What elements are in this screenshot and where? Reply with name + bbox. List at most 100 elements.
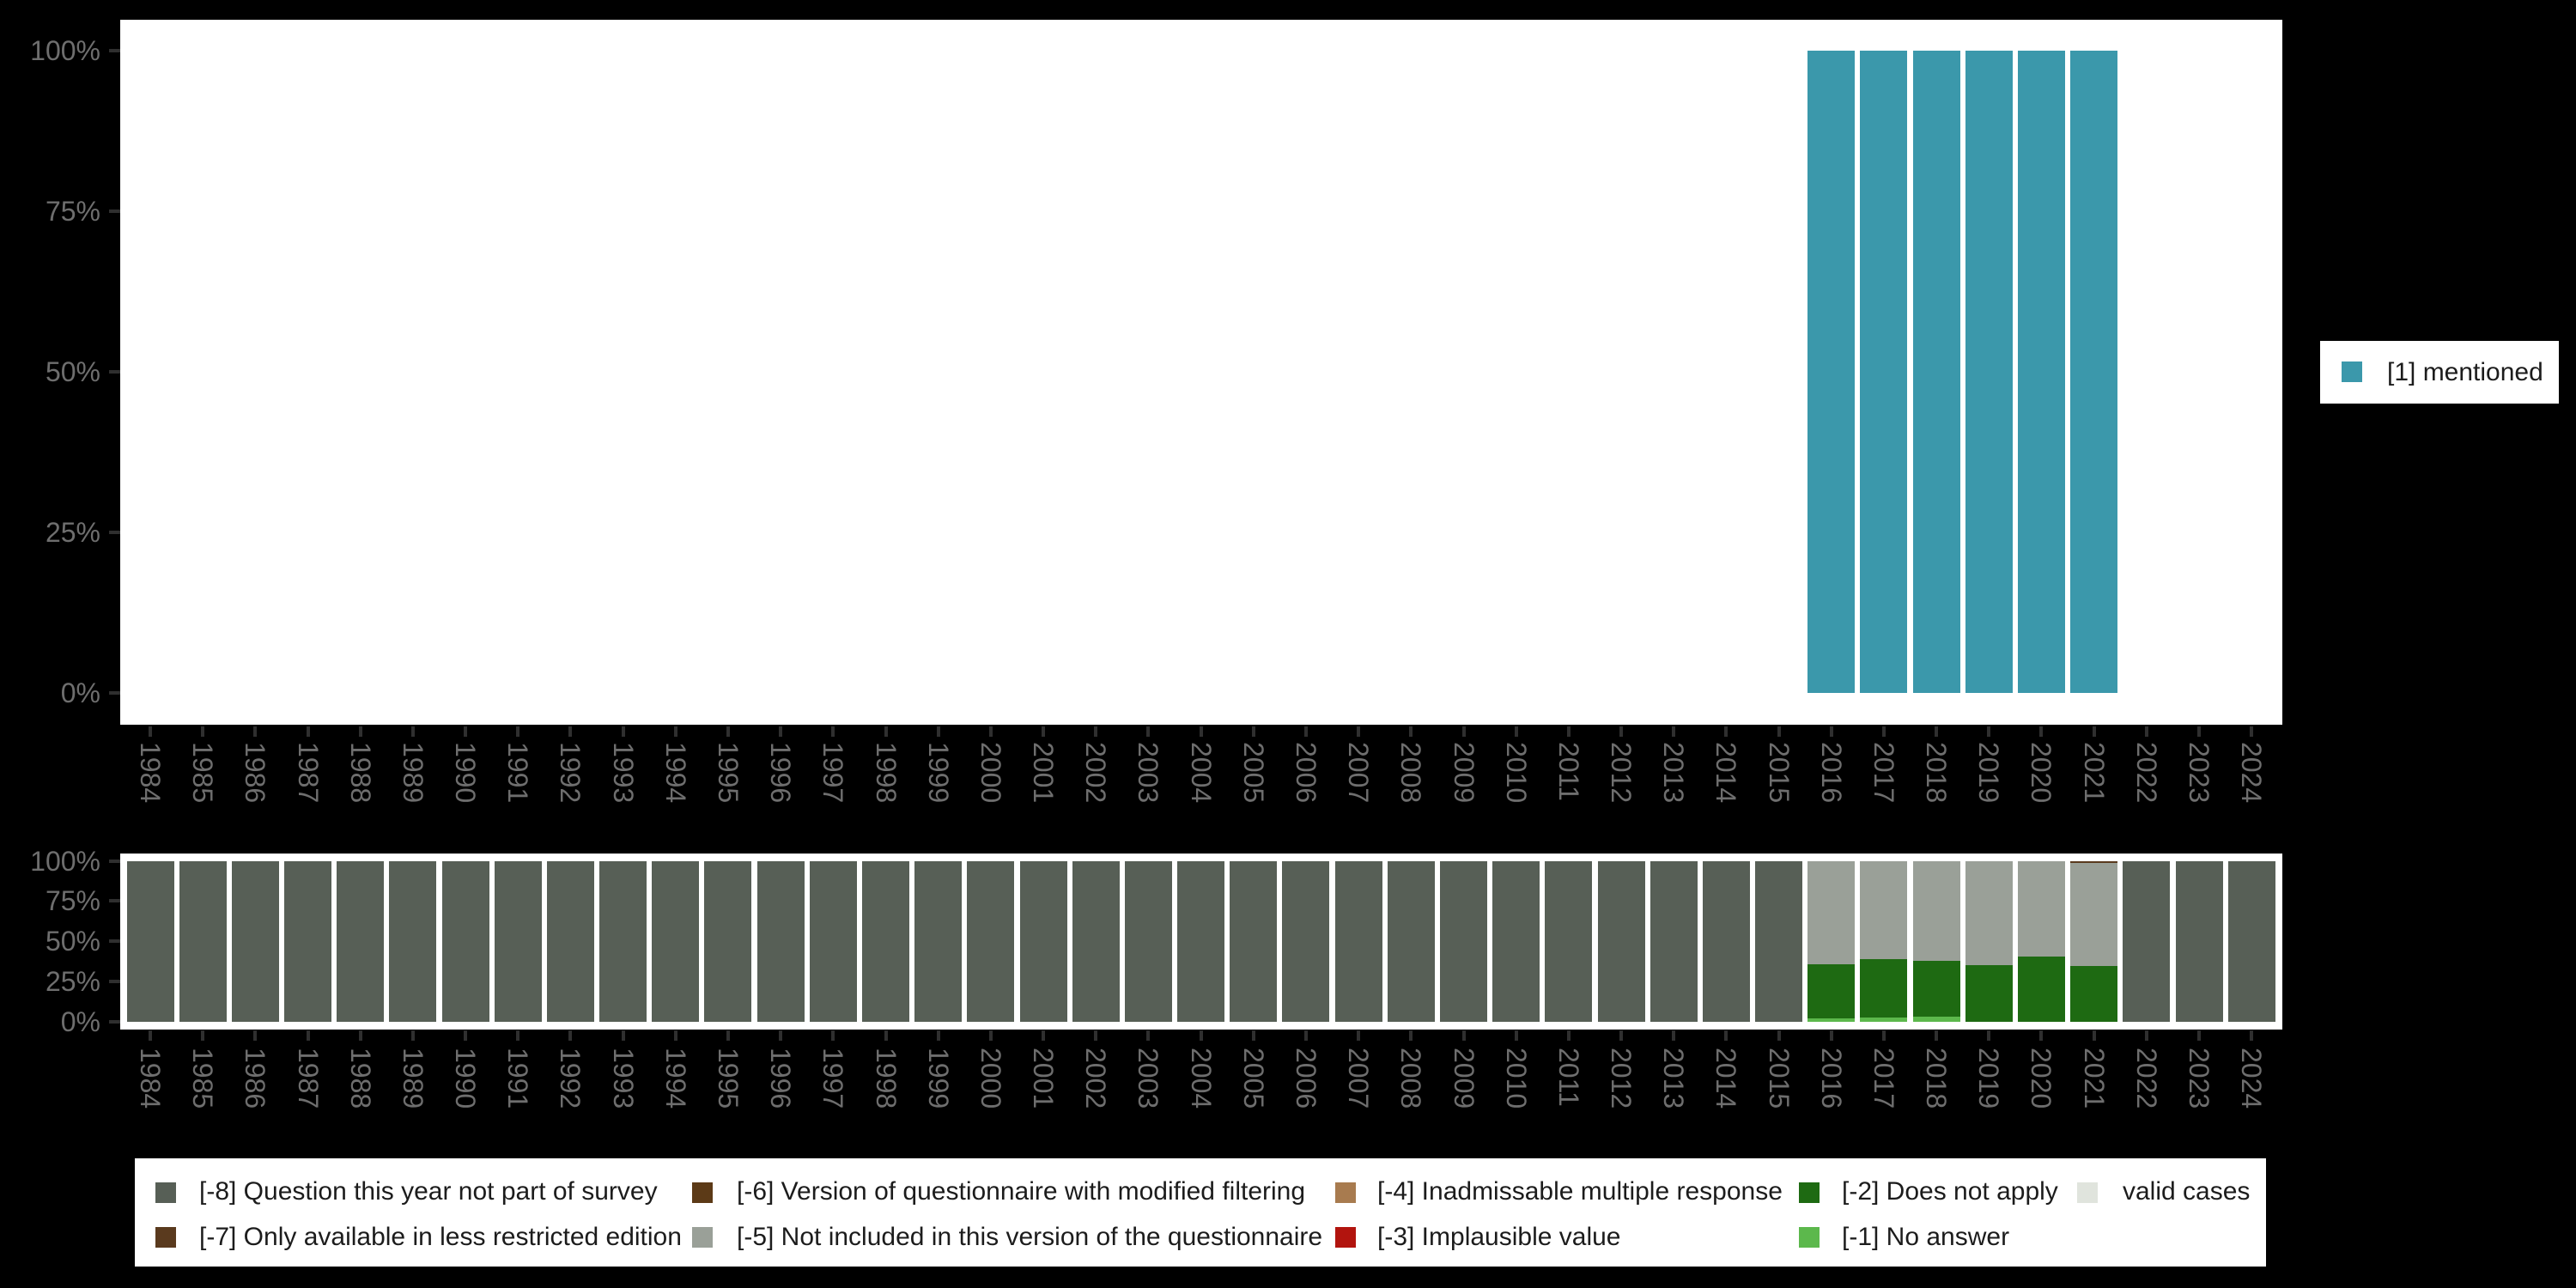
x-axis-tick [831,726,835,737]
bar-segment-2011-code-8 [1545,860,1593,1022]
x-axis-tick-label: 2017 [1868,1048,1899,1109]
x-axis-tick [1935,1030,1939,1041]
x-axis-tick [253,1030,258,1041]
y-axis-tick-label: 25% [45,516,100,548]
x-axis-tick [1829,1030,1833,1041]
x-axis-tick [1672,1030,1676,1041]
bar-segment-1993-code-8 [599,860,647,1022]
legend-label-code-4: [-4] Inadmissable multiple response [1377,1177,1783,1206]
x-axis-tick-label: 2024 [2236,1048,2268,1109]
y-axis-tick [109,939,120,943]
x-axis-tick-label: 2011 [1552,742,1584,801]
y-axis-tick [109,979,120,983]
legend-label-code-3: [-3] Implausible value [1377,1223,1621,1251]
bar-segment-1985-code-8 [179,860,227,1022]
x-axis-tick [1146,726,1151,737]
bar-segment-1999-code-8 [914,860,963,1022]
x-axis-tick-label: 2004 [1185,1048,1217,1109]
bar-segment-2019-code-5 [1965,860,2013,965]
legend-swatch-code-7 [155,1227,176,1248]
legend-swatch-code-1 [1799,1227,1820,1248]
legend-label-code-6: [-6] Version of questionnaire with modif… [737,1177,1306,1206]
x-axis-tick [779,726,783,737]
x-axis-tick-label: 2006 [1290,1048,1321,1109]
legend-label-codevalid: valid cases [2123,1177,2251,1206]
x-axis-tick [1987,726,1991,737]
bar-segment-1984-code-8 [126,860,174,1022]
bar-segment-1987-code-8 [284,860,332,1022]
x-axis-tick [2250,726,2254,737]
x-axis-tick [1461,726,1466,737]
y-axis-tick-label: 25% [45,965,100,997]
x-axis-tick-label: 1996 [765,742,797,804]
x-axis-tick-label: 1993 [607,1048,639,1109]
x-axis-tick-label: 1995 [712,1048,744,1109]
bar-segment-2020-code-2 [2017,956,2065,1022]
x-axis-tick-label: 2010 [1500,1048,1532,1109]
x-axis-tick-label: 2002 [1080,1048,1112,1109]
bar-segment-1998-code-8 [862,860,910,1022]
bar-segment-1992-code-8 [546,860,594,1022]
x-axis-tick-label: 2013 [1658,742,1690,804]
legend-swatch-mentioned [2342,361,2362,382]
x-axis-tick-label: 2014 [1710,742,1742,804]
bar-segment-2017-code1 [1860,50,1908,693]
y-axis-tick-label: 75% [45,885,100,917]
x-axis-tick-label: 2005 [1237,742,1269,804]
bar-segment-2020-code-5 [2017,860,2065,957]
x-axis-tick-label: 2006 [1290,742,1321,804]
x-axis-tick-label: 1999 [922,742,954,804]
x-axis-tick-label: 1988 [344,742,376,804]
x-axis-tick [988,1030,993,1041]
x-axis-tick-label: 1985 [187,742,219,804]
x-axis-tick-label: 2005 [1237,1048,1269,1109]
bar-segment-2021-code-2 [2070,965,2118,1022]
x-axis-tick [1409,726,1413,737]
x-axis-tick [2144,726,2148,737]
x-axis-tick [1357,726,1361,737]
legend-label-code-2: [-2] Does not apply [1842,1177,2058,1206]
bar-segment-2004-code-8 [1177,860,1225,1022]
x-axis-tick-label: 2001 [1028,742,1060,804]
x-axis-tick [2039,1030,2044,1041]
x-axis-tick-label: 1990 [450,1048,482,1109]
x-axis-tick [1094,726,1098,737]
bar-segment-2013-code-8 [1649,860,1698,1022]
x-axis-tick-label: 2000 [975,1048,1006,1109]
x-axis-tick-label: 2012 [1606,1048,1637,1109]
bar-segment-2014-code-8 [1702,860,1750,1022]
x-axis-tick-label: 1989 [397,1048,428,1109]
x-axis-tick-label: 1988 [344,1048,376,1109]
x-axis-tick [253,726,258,737]
x-axis-tick [1461,1030,1466,1041]
x-axis-tick-label: 1991 [502,742,534,804]
x-axis-tick [1829,726,1833,737]
x-axis-tick [1566,1030,1571,1041]
x-axis-tick-label: 2021 [2078,1048,2110,1109]
x-axis-tick-label: 2024 [2236,742,2268,804]
x-axis-tick [884,726,888,737]
x-axis-tick-label: 1995 [712,742,744,804]
bar-segment-2003-code-8 [1124,860,1172,1022]
x-axis-tick-label: 2007 [1343,742,1375,804]
x-axis-tick-label: 2001 [1028,1048,1060,1109]
x-axis-tick [1146,1030,1151,1041]
x-axis-tick-label: 1986 [240,742,271,804]
x-axis-tick [1566,726,1571,737]
x-axis-tick-label: 1998 [870,742,902,804]
x-axis-tick-label: 2009 [1448,1048,1479,1109]
bar-segment-2021-code-7 [2070,860,2118,864]
bar-segment-2000-code-8 [967,860,1015,1022]
x-axis-tick-label: 2021 [2078,742,2110,804]
bar-segment-2020-code1 [2017,50,2065,693]
y-axis-tick-label: 0% [60,677,100,708]
legend-swatch-code-8 [155,1182,176,1203]
x-axis-tick-label: 2019 [1973,1048,2005,1109]
bar-segment-1989-code-8 [389,860,437,1022]
x-axis-tick-label: 2022 [2130,742,2162,804]
bar-segment-1990-code-8 [441,860,489,1022]
bar-segment-2015-code-8 [1755,860,1803,1022]
bar-segment-2018-code-5 [1912,860,1960,962]
legend-label-code-5: [-5] Not included in this version of the… [737,1223,1323,1251]
x-axis-tick [1724,1030,1728,1041]
